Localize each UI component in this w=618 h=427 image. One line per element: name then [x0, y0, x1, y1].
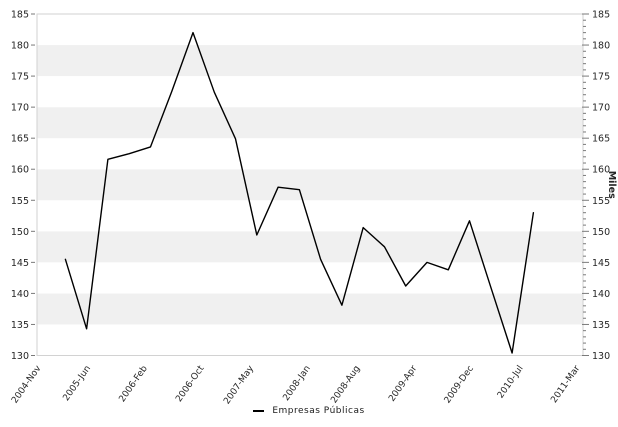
grid-band [37, 169, 583, 201]
x-axis-tick-label: 2010-Jul [496, 364, 526, 400]
y-axis-right-tick-label: 160 [592, 165, 610, 176]
x-axis-tick-label: 2011-Mar [549, 364, 582, 405]
x-axis-tick-label: 2007-May [222, 363, 256, 406]
y-axis-right-tick-label: 135 [592, 320, 610, 331]
y-axis-left-tick-label: 185 [11, 10, 29, 21]
y-axis-left-tick-label: 165 [11, 134, 29, 145]
y-axis-right-tick-label: 165 [592, 134, 610, 145]
y-axis-left-tick-label: 170 [11, 103, 29, 114]
x-axis-tick-label: 2004-Nov [10, 363, 44, 405]
y-axis-left-tick-label: 160 [11, 165, 29, 176]
y-axis-left-tick-label: 155 [11, 196, 29, 207]
grid-band [37, 138, 583, 170]
x-axis-tick-label: 2006-Oct [174, 364, 207, 404]
y-axis-left-tick-label: 140 [11, 289, 29, 300]
x-axis-tick-label: 2008-Jan [281, 364, 312, 403]
y-axis-left-tick-label: 180 [11, 41, 29, 52]
y-axis-right-tick-label: 170 [592, 103, 610, 114]
y-axis-right-tick-label: 175 [592, 72, 610, 83]
grid-band [37, 293, 583, 325]
y-axis-right-tick-label: 155 [592, 196, 610, 207]
x-axis-tick-label: 2005-Jun [62, 364, 94, 403]
y-axis-right-tick-label: 145 [592, 258, 610, 269]
y-axis-left-tick-label: 145 [11, 258, 29, 269]
y-axis-right-tick-label: 185 [592, 10, 610, 21]
x-axis-tick-label: 2009-Apr [387, 364, 419, 404]
y-axis-left-tick-label: 130 [11, 351, 29, 362]
y-axis-left-tick-label: 175 [11, 72, 29, 83]
grid-band [37, 76, 583, 108]
x-axis-tick-label: 2009-Dec [443, 364, 476, 405]
legend-label: Empresas Públicas [272, 406, 365, 416]
grid-band [37, 14, 583, 46]
y-axis-right-tick-label: 130 [592, 351, 610, 362]
legend: Empresas Públicas [0, 403, 618, 419]
grid-band [37, 107, 583, 139]
x-axis-tick-label: 2006-Feb [117, 364, 149, 404]
x-axis-tick-label: 2008-Aug [329, 364, 362, 405]
legend-line-marker-icon [253, 410, 265, 412]
y2-axis-title: Miles [606, 171, 617, 199]
y-axis-right-tick-label: 180 [592, 41, 610, 52]
grid-band [37, 231, 583, 263]
grid-band [37, 45, 583, 77]
y-axis-left-tick-label: 135 [11, 320, 29, 331]
grid-band [37, 262, 583, 294]
plot-border [36, 13, 584, 356]
grid-band [37, 324, 583, 356]
data-line-empresas-publicas [64, 31, 535, 354]
y-axis-left-tick-label: 150 [11, 227, 29, 238]
y-axis-right-tick-label: 150 [592, 227, 610, 238]
y-axis-right-tick-label: 140 [592, 289, 610, 300]
